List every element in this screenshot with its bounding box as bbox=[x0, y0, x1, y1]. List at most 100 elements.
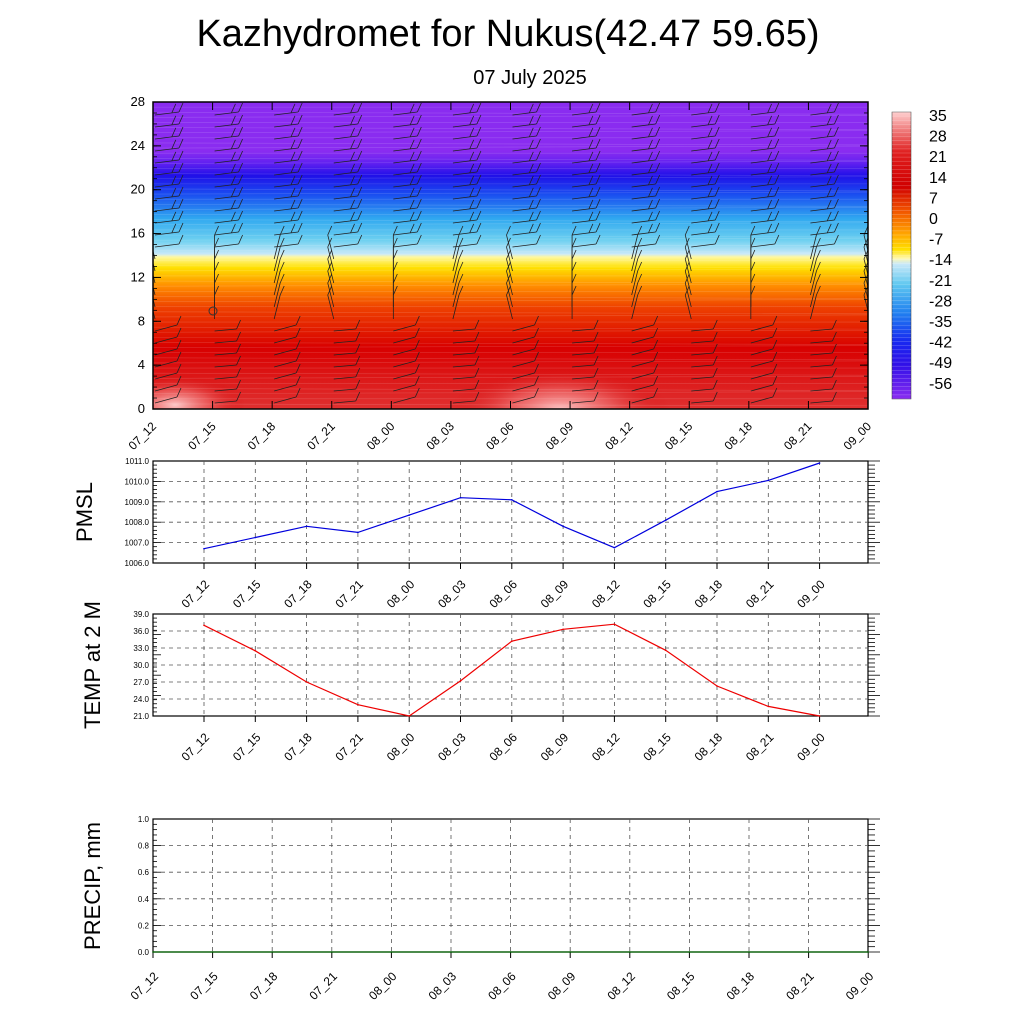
series-point bbox=[629, 951, 631, 953]
series-point bbox=[716, 685, 718, 687]
wind-barb bbox=[154, 174, 184, 188]
series-point bbox=[688, 951, 691, 953]
x-tick-label: 08_18 bbox=[692, 730, 726, 764]
wind-barb bbox=[572, 102, 601, 116]
wind-barb bbox=[393, 234, 422, 248]
wind-barb bbox=[273, 249, 285, 284]
wind-barb bbox=[572, 150, 601, 164]
y-tick-label: 39.0 bbox=[133, 610, 149, 619]
series-point bbox=[408, 514, 411, 516]
wind-barb bbox=[214, 222, 243, 236]
wind-barb bbox=[274, 162, 303, 176]
wind-barb bbox=[691, 138, 720, 152]
wind-barb bbox=[333, 391, 361, 404]
y-axis-label: PRECIP, mm bbox=[80, 822, 105, 950]
series-point bbox=[509, 951, 512, 953]
wind-barb bbox=[154, 114, 184, 128]
y-tick-label: 1006.0 bbox=[125, 559, 150, 568]
y-tick-label: 0.6 bbox=[138, 868, 150, 877]
wind-barb bbox=[274, 114, 303, 128]
contour-line bbox=[153, 265, 868, 269]
contour-line bbox=[153, 329, 868, 333]
wind-barb bbox=[393, 327, 420, 344]
wind-barb bbox=[452, 234, 482, 248]
x-tick-label: 08_03 bbox=[435, 577, 469, 611]
wind-barb bbox=[572, 114, 601, 128]
wind-barb bbox=[750, 363, 778, 380]
y-tick-label: 1.0 bbox=[138, 815, 150, 824]
x-tick-label: 07_15 bbox=[187, 969, 221, 1003]
wind-barb bbox=[512, 351, 539, 368]
wind-barb bbox=[452, 222, 482, 236]
colorbar-divisions bbox=[892, 111, 911, 400]
wind-barb bbox=[452, 379, 480, 392]
wind-barb bbox=[333, 198, 363, 212]
wind-barb bbox=[631, 327, 659, 344]
wind-barb bbox=[810, 126, 839, 140]
wind-barb bbox=[333, 114, 363, 128]
wind-barb bbox=[154, 339, 182, 356]
y-tick-label: 36.0 bbox=[133, 627, 149, 636]
wind-barb bbox=[393, 114, 422, 128]
wind-barb bbox=[631, 138, 661, 152]
wind-barb bbox=[631, 237, 643, 272]
wind-barb bbox=[214, 210, 243, 224]
wind-barb bbox=[750, 375, 778, 392]
contour-line bbox=[153, 115, 868, 118]
series-point bbox=[254, 536, 257, 539]
wind-barb bbox=[631, 234, 661, 248]
wind-barb bbox=[452, 198, 482, 212]
wind-barb bbox=[512, 102, 541, 116]
contour-line bbox=[153, 357, 868, 361]
wind-barb bbox=[810, 273, 821, 308]
heatmap-y-tick-label: 12 bbox=[131, 269, 145, 284]
wind-barb bbox=[333, 331, 361, 344]
contour-line bbox=[153, 372, 868, 376]
wind-barb bbox=[274, 210, 303, 224]
wind-barb bbox=[333, 210, 363, 224]
colorbar-label: -42 bbox=[929, 335, 952, 352]
heatmap-y-tick-label: 20 bbox=[131, 182, 145, 197]
heatmap-x-tick-label: 08_21 bbox=[781, 419, 815, 453]
wind-barb bbox=[273, 237, 285, 272]
wind-barb bbox=[810, 285, 821, 320]
wind-barb bbox=[512, 114, 541, 128]
wind-barb bbox=[273, 273, 285, 308]
series-point bbox=[450, 951, 452, 953]
series-point bbox=[613, 623, 616, 625]
wind-barb bbox=[452, 355, 480, 368]
wind-barb bbox=[750, 174, 780, 188]
wind-barb bbox=[691, 234, 720, 248]
contour-line bbox=[153, 145, 868, 149]
wind-barb bbox=[572, 198, 601, 212]
wind-barb bbox=[214, 391, 241, 404]
calm-wind-marker bbox=[208, 306, 218, 316]
wind-barb bbox=[810, 319, 837, 332]
wind-barb bbox=[154, 315, 182, 332]
wind-barb bbox=[691, 319, 718, 332]
wind-barb bbox=[393, 138, 422, 152]
x-tick-label: 08_09 bbox=[538, 730, 572, 764]
wind-barb bbox=[214, 198, 243, 212]
x-tick-label: 08_21 bbox=[743, 577, 777, 611]
wind-barb bbox=[214, 150, 243, 164]
wind-barb bbox=[154, 351, 182, 368]
series-point bbox=[767, 479, 770, 482]
wind-barb bbox=[750, 339, 778, 356]
y-tick-label: 0.0 bbox=[138, 948, 150, 957]
wind-barb bbox=[750, 327, 778, 344]
wind-barb bbox=[452, 162, 482, 176]
wind-barb bbox=[154, 387, 182, 404]
wind-barb bbox=[452, 102, 482, 116]
x-tick-label: 07_15 bbox=[230, 577, 264, 611]
contour-line bbox=[153, 127, 868, 130]
wind-barb bbox=[631, 186, 661, 200]
heatmap-y-tick-label: 16 bbox=[131, 226, 145, 241]
wind-barb bbox=[572, 319, 599, 332]
wind-barb bbox=[333, 162, 363, 176]
wind-barb bbox=[750, 234, 780, 248]
y-tick-label: 1011.0 bbox=[125, 457, 149, 466]
contour-line bbox=[153, 111, 868, 115]
x-tick-label: 08_00 bbox=[366, 969, 400, 1003]
